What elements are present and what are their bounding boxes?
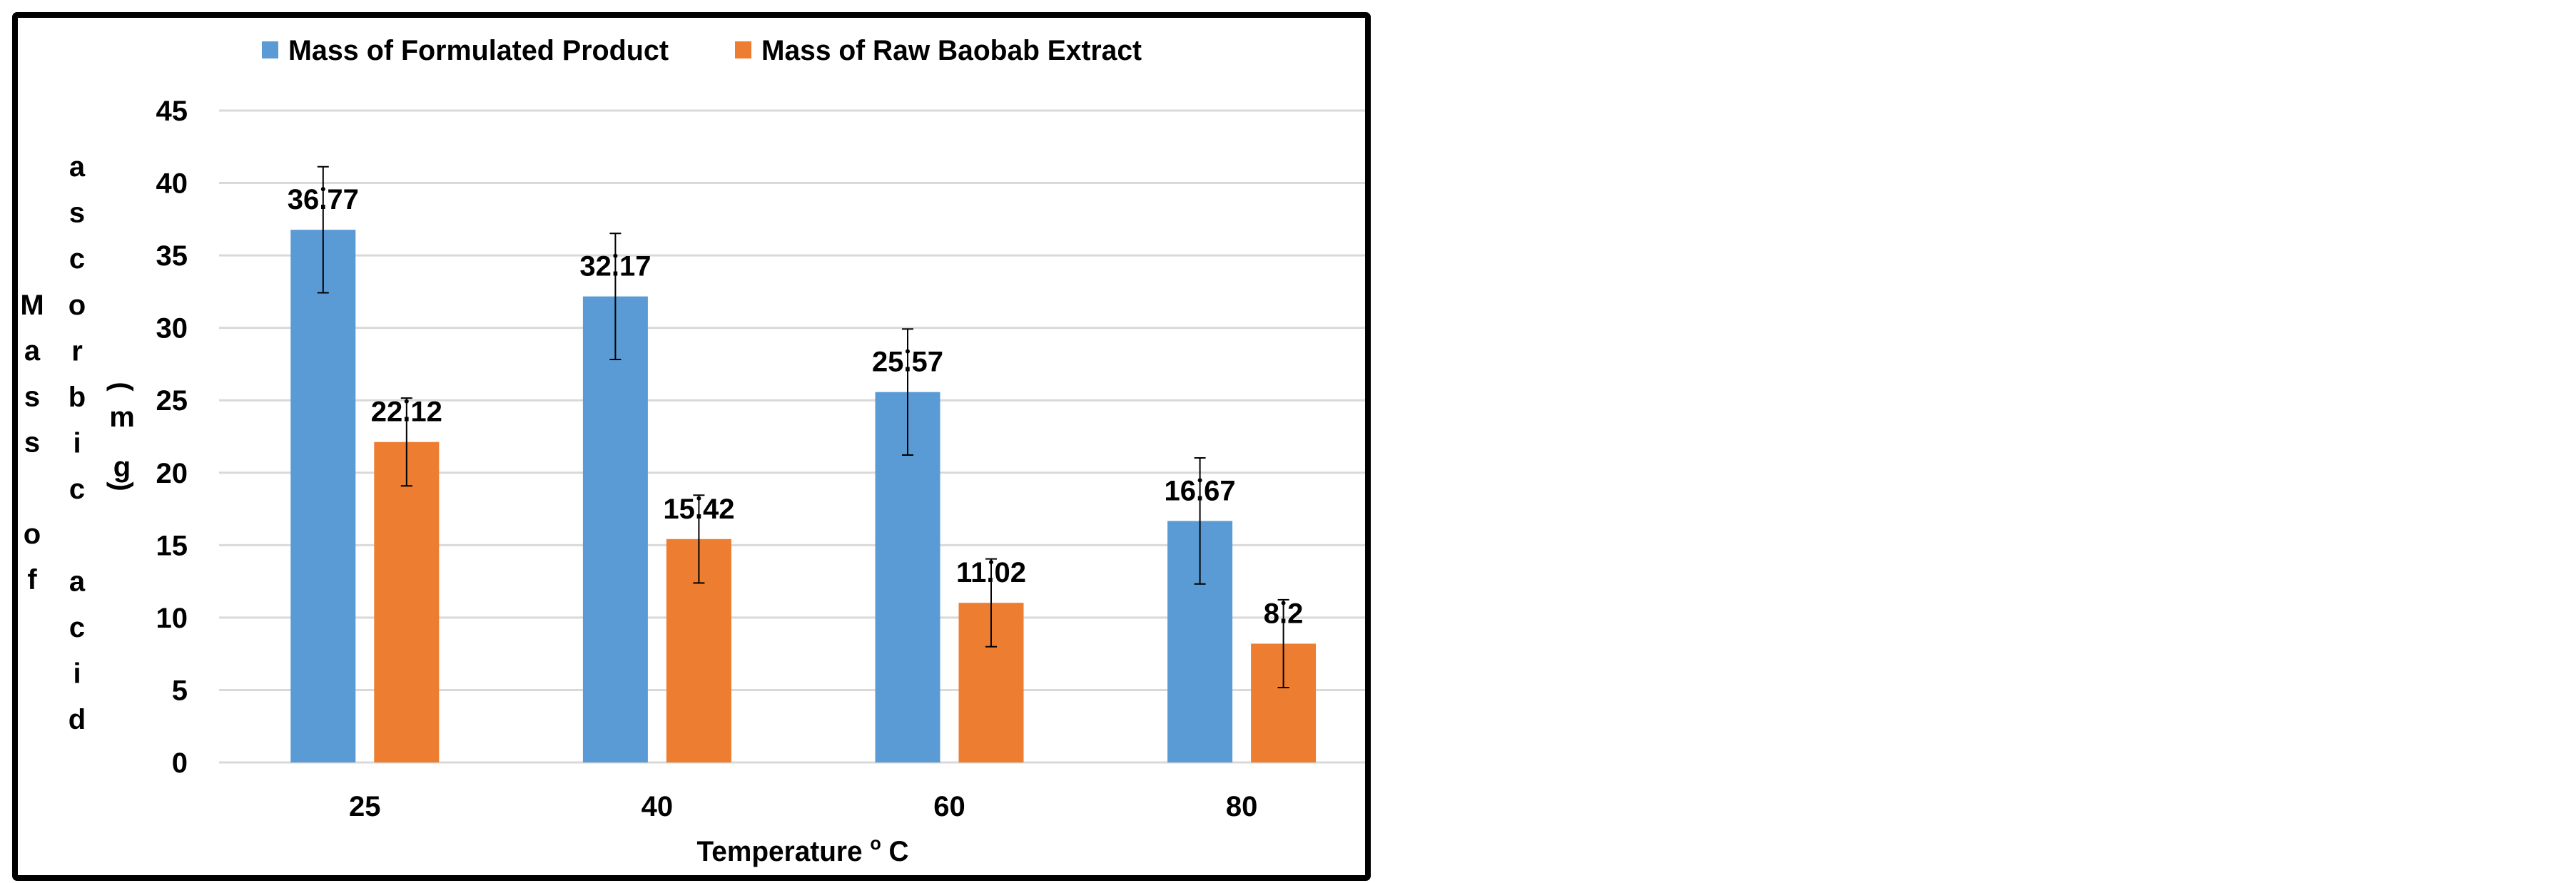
error-bars (317, 165, 1289, 688)
y-axis-title-letter: r (71, 335, 83, 367)
x-axis-title-degree: o (870, 832, 881, 854)
y-axis-title-unit-char: ) (106, 481, 138, 491)
y-axis-title-unit-char: ( (106, 382, 138, 392)
x-axis-ticks: 25 40 60 80 (349, 791, 1257, 822)
bar-formulated (290, 230, 356, 763)
data-label: 22.12 (371, 397, 442, 428)
legend-label-formulated: Mass of Formulated Product (288, 35, 669, 66)
y-axis-title-letter: c (69, 474, 85, 505)
error-bar-marker (906, 349, 910, 354)
x-tick-label: 25 (349, 791, 381, 822)
data-label: 16.67 (1165, 475, 1236, 506)
data-label: 32.17 (579, 251, 651, 282)
y-tick-label: 0 (172, 747, 188, 779)
data-label: 25.57 (872, 347, 943, 378)
y-axis-title-letter: i (73, 658, 81, 690)
legend-item-raw-extract: Mass of Raw Baobab Extract (735, 35, 1142, 66)
y-tick-label: 10 (156, 603, 188, 634)
y-axis-title-letter: o (69, 290, 86, 321)
error-bar-marker (696, 496, 701, 501)
bars (290, 230, 1317, 763)
error-bar-marker (1197, 478, 1202, 483)
error-bar-marker (613, 253, 618, 258)
error-bar-marker (1281, 601, 1286, 606)
bar-raw-extract (374, 442, 440, 762)
y-tick-label: 30 (156, 313, 188, 344)
y-axis-title-letter: s (24, 381, 40, 412)
y-tick-label: 5 (172, 675, 188, 706)
y-axis-title-letter: s (24, 427, 40, 459)
x-tick-label: 80 (1226, 791, 1258, 822)
legend-label-raw-extract: Mass of Raw Baobab Extract (761, 35, 1142, 66)
y-axis-title-letter: d (69, 704, 86, 735)
x-tick-label: 40 (642, 791, 674, 822)
y-tick-label: 45 (156, 96, 188, 127)
y-axis-title-letter: c (69, 243, 85, 275)
x-axis-title: Temperature o C (697, 832, 909, 867)
data-label: 15.42 (663, 494, 734, 525)
x-axis-title-unit: C (881, 836, 909, 867)
y-axis-title-letter: M (20, 290, 44, 321)
y-axis-title-letter: s (69, 198, 85, 229)
legend-swatch-formulated (262, 41, 278, 58)
y-axis-title-unit-char: g (113, 451, 131, 483)
y-axis-title-letter: b (69, 382, 86, 413)
data-label: 8.2 (1264, 598, 1304, 629)
error-bar-marker (320, 187, 325, 192)
x-tick-label: 60 (933, 791, 965, 822)
y-axis-ticks: 0 5 10 15 20 25 30 35 40 45 (156, 96, 188, 779)
y-axis-title-letter: a (69, 151, 86, 183)
y-axis-title-letter: i (73, 428, 81, 459)
error-bar-marker (989, 560, 993, 565)
bar-formulated (582, 296, 648, 762)
data-labels: 36.77 22.12 32.17 15.42 25.57 11.02 16.67 8.2 (288, 184, 1304, 629)
y-tick-label: 20 (156, 458, 188, 489)
y-axis-title-letter: f (27, 564, 37, 596)
y-axis-title-letter: o (24, 519, 41, 550)
data-label: 36.77 (288, 184, 359, 215)
legend-item-formulated: Mass of Formulated Product (262, 35, 669, 66)
y-tick-label: 15 (156, 530, 188, 561)
error-bar-marker (404, 399, 409, 404)
y-axis-title-unit-char: m (109, 402, 135, 433)
y-tick-label: 40 (156, 168, 188, 200)
y-tick-label: 35 (156, 240, 188, 272)
x-axis-title-text: Temperature (697, 836, 871, 867)
legend-swatch-raw-extract (735, 41, 751, 58)
legend: Mass of Formulated Product Mass of Raw B… (262, 35, 1142, 66)
data-label: 11.02 (956, 557, 1026, 588)
y-axis-title-letter: a (24, 335, 41, 367)
y-axis-title-letter: c (69, 612, 85, 643)
y-tick-label: 25 (156, 385, 188, 417)
y-axis-title-letter: a (69, 566, 86, 597)
